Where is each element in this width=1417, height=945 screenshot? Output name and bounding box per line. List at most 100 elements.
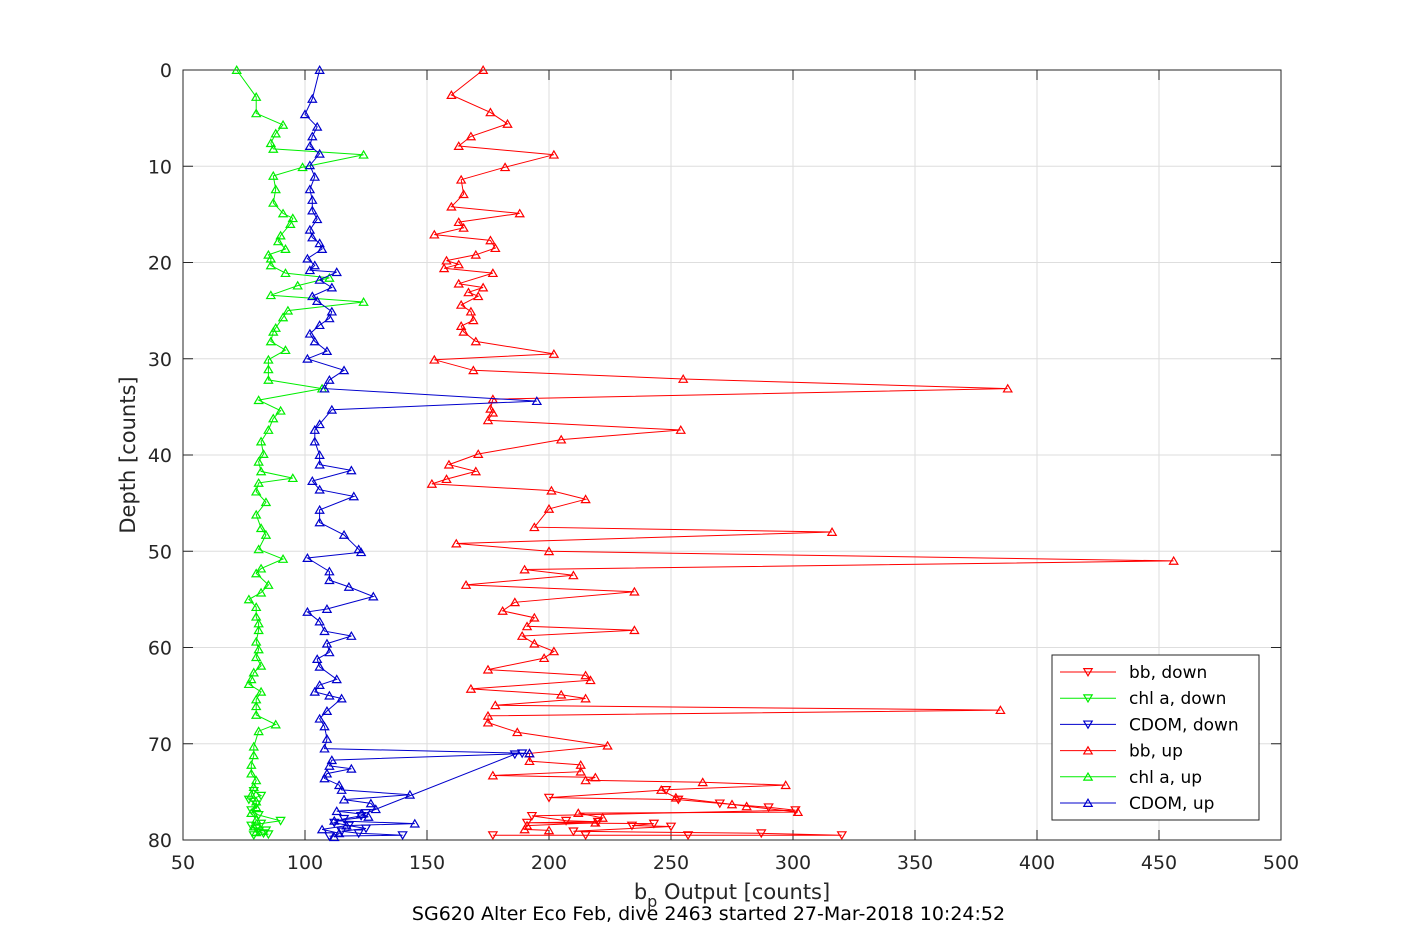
legend-marker (1082, 798, 1094, 807)
data-point (470, 336, 482, 346)
data-point (580, 693, 591, 703)
data-point (246, 768, 257, 778)
data-point (324, 647, 335, 657)
data-point (455, 174, 467, 184)
data-point (248, 741, 260, 751)
data-point (597, 812, 608, 822)
data-point (438, 263, 450, 273)
data-point (404, 789, 416, 799)
data-point (255, 686, 267, 696)
data-point (270, 719, 281, 729)
data-point (514, 208, 525, 218)
data-point (263, 354, 274, 364)
series-chl-a-up (231, 65, 369, 837)
data-point (314, 419, 325, 429)
data-point (263, 579, 274, 589)
data-point (314, 148, 325, 158)
legend-label: chl a, up (1129, 768, 1202, 788)
data-point (626, 821, 638, 831)
data-point (311, 654, 323, 664)
data-point (250, 796, 262, 806)
data-point (370, 804, 382, 814)
data-point (465, 131, 477, 141)
data-point (307, 131, 318, 141)
data-point (304, 224, 316, 234)
data-point (543, 546, 555, 556)
data-point (543, 825, 555, 835)
data-point (336, 693, 347, 703)
data-point (253, 811, 264, 820)
data-point (490, 700, 501, 710)
y-tick-label: 10 (148, 156, 172, 178)
x-tick-label: 500 (1263, 852, 1299, 874)
y-tick-label: 60 (148, 638, 172, 660)
legend-marker (1082, 720, 1094, 730)
data-point (265, 336, 277, 346)
data-point (253, 644, 264, 654)
data-point (304, 160, 316, 170)
data-point (331, 674, 342, 684)
data-point (250, 636, 262, 646)
data-point (307, 476, 318, 485)
data-point (314, 713, 325, 723)
data-point (314, 504, 325, 514)
data-point (482, 664, 494, 674)
data-point (307, 205, 318, 215)
data-point (270, 128, 281, 138)
data-point (453, 259, 464, 269)
data-point (329, 815, 340, 825)
data-point (472, 291, 484, 301)
data-point (543, 793, 555, 803)
data-point (263, 364, 274, 374)
data-point (309, 260, 321, 270)
data-point (355, 809, 367, 818)
data-point (311, 214, 323, 224)
data-point (319, 743, 330, 753)
data-point (255, 466, 267, 476)
data-point (336, 827, 347, 837)
data-point (250, 509, 262, 519)
legend-item: bb, down (1060, 663, 1207, 683)
data-point (277, 312, 289, 322)
data-point (285, 219, 296, 228)
data-point (316, 824, 328, 834)
data-point (521, 621, 533, 631)
data-point (602, 740, 613, 750)
legend-label: CDOM, down (1129, 715, 1239, 735)
data-point (358, 296, 369, 306)
data-point (309, 425, 321, 434)
x-tick-label: 200 (531, 852, 567, 874)
data-point (268, 143, 279, 153)
data-point (299, 109, 311, 119)
data-point (246, 759, 257, 769)
data-point (763, 803, 774, 813)
series-line (236, 69, 364, 833)
data-point (321, 638, 333, 648)
data-point (268, 197, 279, 207)
data-point (329, 818, 340, 828)
data-point (307, 232, 318, 242)
data-point (246, 674, 257, 684)
data-point (487, 831, 499, 841)
legend-label: CDOM, up (1129, 794, 1214, 814)
data-point (470, 466, 482, 476)
data-point (248, 821, 260, 831)
data-point (324, 566, 335, 576)
data-point (336, 784, 347, 794)
data-point (509, 750, 521, 760)
data-point (458, 326, 469, 336)
data-point (519, 824, 530, 834)
data-point (590, 817, 601, 827)
data-point (250, 827, 262, 837)
data-point (482, 415, 494, 425)
data-point (282, 305, 294, 315)
data-point (548, 149, 560, 159)
data-point (665, 822, 677, 832)
legend-item: bb, up (1060, 742, 1183, 762)
data-point (329, 832, 340, 842)
data-point (319, 383, 330, 393)
data-point (253, 544, 264, 554)
y-tick-label: 0 (160, 60, 172, 82)
data-point (243, 594, 255, 604)
data-point (409, 818, 421, 828)
